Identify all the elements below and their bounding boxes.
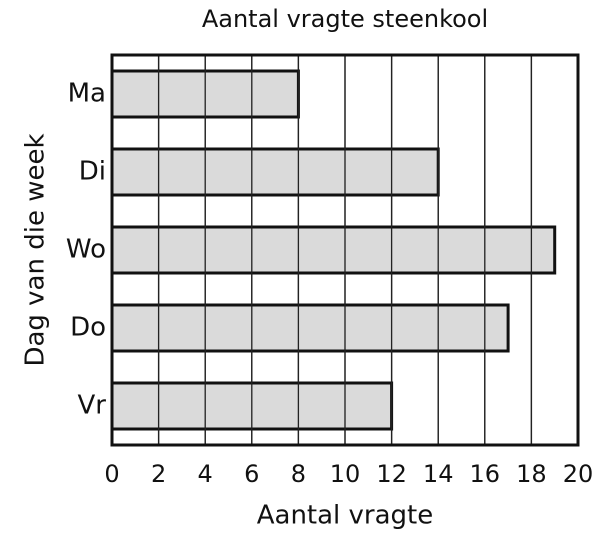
y-tick-label: Di [79, 157, 106, 187]
y-tick-label: Vr [78, 391, 107, 421]
x-tick-label: 10 [330, 460, 361, 488]
x-tick-label: 12 [376, 460, 407, 488]
x-axis-label: Aantal vragte [257, 501, 434, 531]
x-tick-label: 20 [563, 460, 594, 488]
x-tick-label: 18 [516, 460, 547, 488]
x-tick-label: 16 [470, 460, 501, 488]
x-tick-label: 14 [423, 460, 454, 488]
y-tick-label: Wo [66, 235, 106, 265]
x-tick-label: 6 [244, 460, 259, 488]
plot-frame [110, 53, 580, 447]
bar [110, 225, 557, 275]
chart-title: Aantal vragte steenkool [202, 5, 488, 33]
y-tick-label: Ma [68, 79, 106, 109]
x-tick-label: 8 [291, 460, 306, 488]
x-tick-label: 4 [198, 460, 213, 488]
bar [110, 303, 510, 353]
bar [110, 147, 440, 197]
x-tick-label: 0 [104, 460, 119, 488]
y-axis-label: Dag van die week [21, 133, 51, 366]
x-tick-label: 2 [151, 460, 166, 488]
y-tick-label: Do [70, 313, 106, 343]
